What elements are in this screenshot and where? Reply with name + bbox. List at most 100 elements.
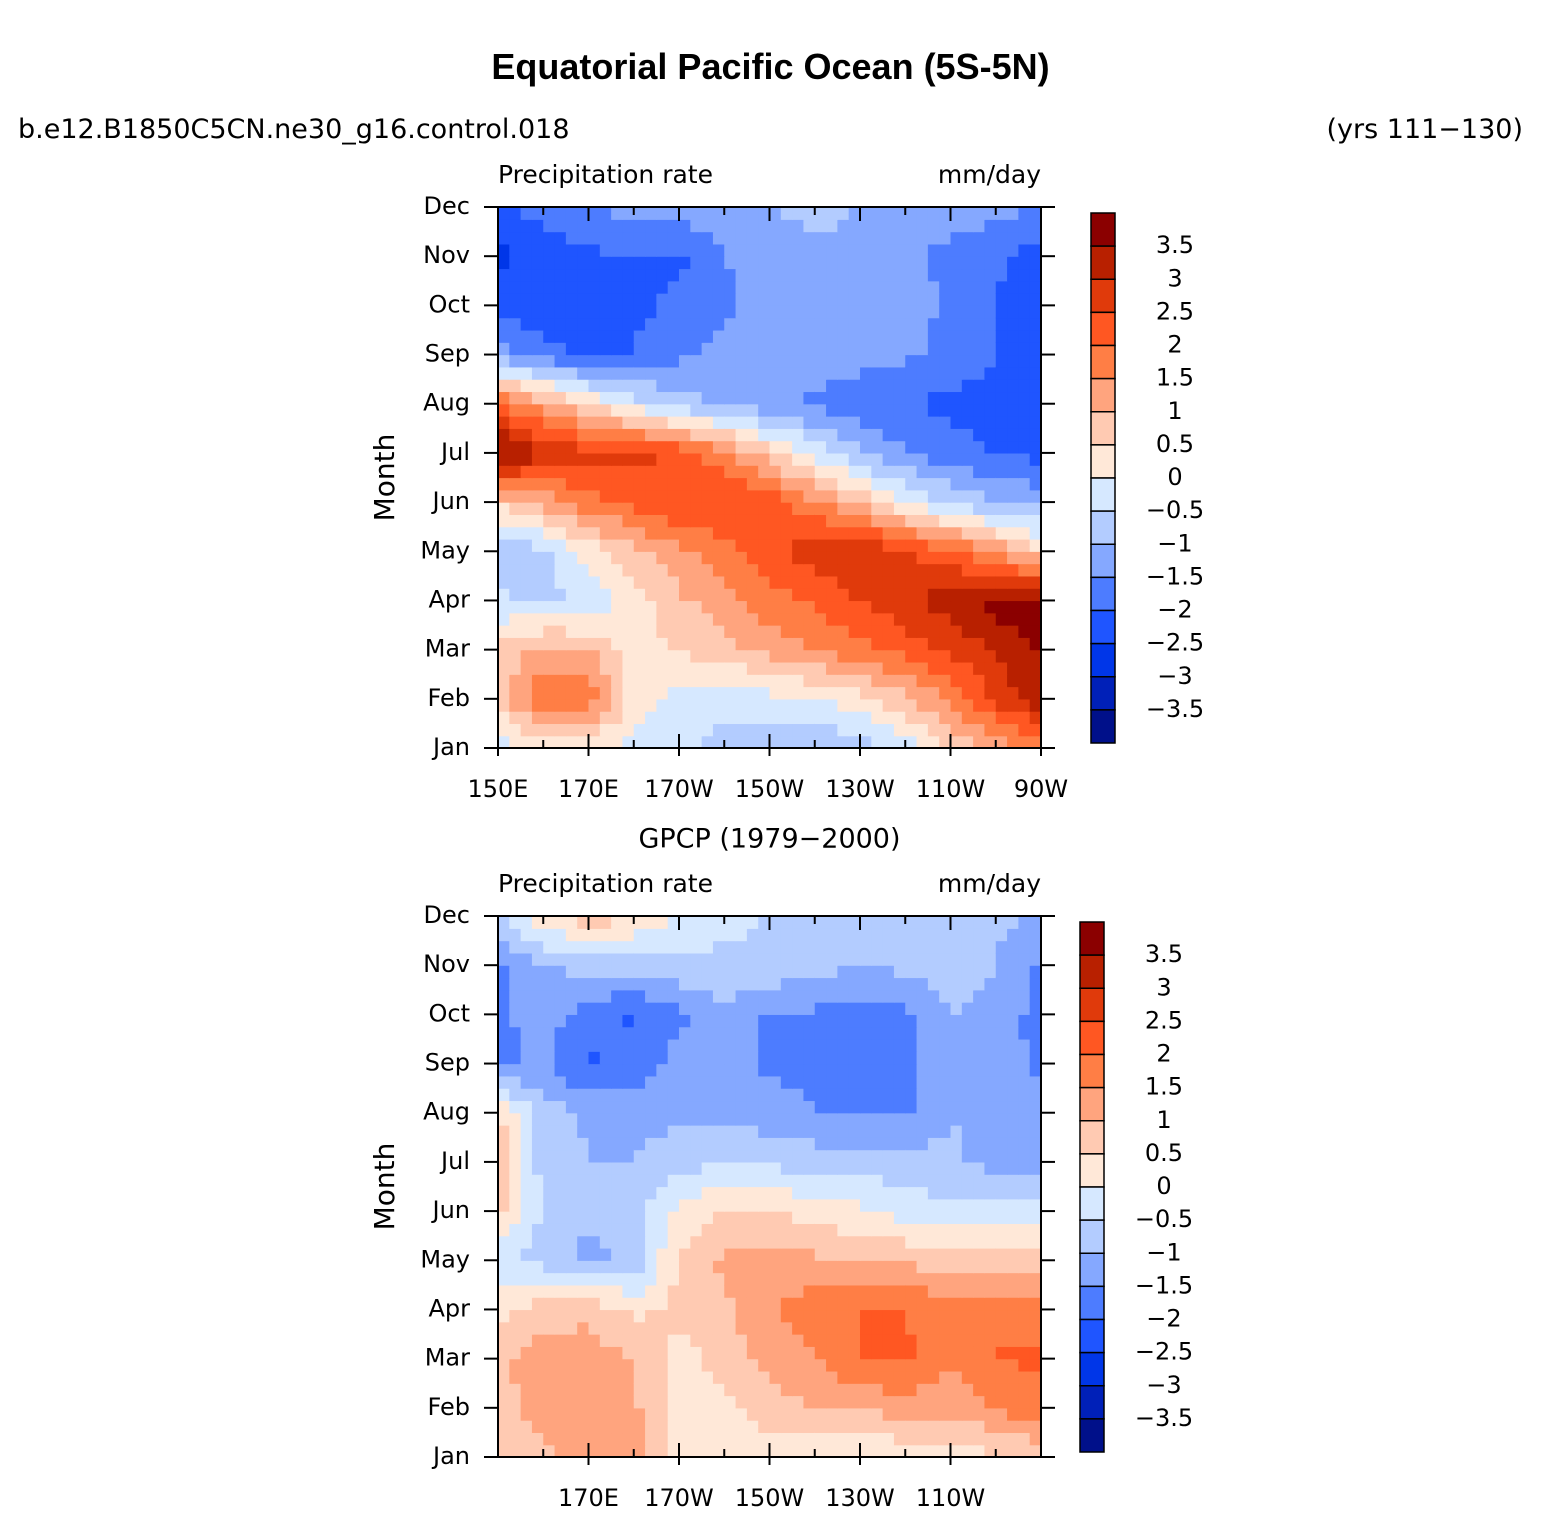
data-cell <box>735 674 748 688</box>
data-cell <box>588 219 601 233</box>
data-cell <box>769 1002 782 1015</box>
data-cell <box>905 1112 918 1126</box>
colorbar-label: −2.5 <box>1146 629 1204 657</box>
y-tick-label: Dec <box>424 192 470 220</box>
data-cell <box>656 1125 669 1138</box>
data-cell <box>701 428 714 442</box>
data-cell <box>1029 256 1041 270</box>
data-cell <box>961 563 974 577</box>
data-cell <box>509 465 522 479</box>
data-cell <box>769 428 782 442</box>
data-cell <box>712 342 725 356</box>
data-cell <box>826 305 838 319</box>
data-cell <box>1018 219 1031 233</box>
data-cell <box>588 305 601 319</box>
data-cell <box>837 280 850 294</box>
data-cell <box>882 1346 895 1360</box>
data-cell <box>645 1420 657 1434</box>
data-cell <box>848 305 861 319</box>
data-cell <box>860 268 872 282</box>
data-cell <box>554 538 567 552</box>
data-cell <box>950 391 963 405</box>
data-cell <box>588 502 601 515</box>
data-cell <box>973 637 986 651</box>
data-cell <box>973 1038 986 1052</box>
data-cell <box>803 428 816 442</box>
data-cell <box>633 219 646 233</box>
data-cell <box>724 305 737 319</box>
data-cell <box>837 293 850 306</box>
data-cell <box>611 563 624 577</box>
data-cell <box>1018 674 1031 688</box>
data-cell <box>950 661 963 675</box>
data-cell <box>758 440 771 454</box>
data-cell <box>701 723 714 737</box>
data-cell <box>961 526 974 540</box>
data-cell <box>622 391 635 405</box>
data-cell <box>893 1026 906 1040</box>
data-cell <box>1018 1161 1031 1175</box>
data-cell <box>961 1051 974 1065</box>
data-cell <box>554 342 567 356</box>
data-cell <box>780 1395 793 1409</box>
data-cell <box>543 1125 556 1138</box>
data-cell <box>577 1002 590 1015</box>
data-cell <box>599 1260 612 1274</box>
data-cell <box>679 207 691 220</box>
data-cell <box>498 1174 510 1188</box>
data-cell <box>746 1321 759 1335</box>
data-cell <box>1007 329 1019 343</box>
data-cell <box>1007 1088 1019 1102</box>
data-cell <box>769 1370 782 1384</box>
data-cell <box>520 1297 533 1311</box>
data-cell <box>746 649 759 663</box>
data-cell <box>916 1223 929 1237</box>
data-cell <box>656 612 669 626</box>
data-cell <box>916 575 929 589</box>
data-cell <box>611 661 624 675</box>
data-cell <box>973 1284 986 1298</box>
panel-title: GPCP (1979−2000) <box>638 824 900 855</box>
data-cell <box>599 207 612 220</box>
data-cell <box>792 952 805 966</box>
data-cell <box>724 1051 737 1065</box>
data-cell <box>916 1051 929 1065</box>
data-cell <box>746 1002 759 1015</box>
data-cell <box>565 1444 578 1457</box>
data-cell <box>679 625 691 638</box>
data-cell <box>961 231 974 245</box>
data-cell <box>577 293 590 306</box>
data-cell <box>860 1161 872 1175</box>
data-cell <box>1018 1174 1031 1188</box>
data-cell <box>803 1395 816 1409</box>
data-cell <box>984 1235 997 1249</box>
years-range: (yrs 111−130) <box>1326 114 1524 145</box>
data-cell <box>543 1395 556 1409</box>
data-cell <box>984 379 997 393</box>
data-cell <box>905 391 918 405</box>
data-cell <box>1018 268 1031 282</box>
data-cell <box>724 1309 737 1323</box>
data-cell <box>860 686 872 700</box>
data-cell <box>588 1211 601 1224</box>
data-cell <box>769 916 782 929</box>
colorbar-box <box>1079 1153 1105 1188</box>
data-cell <box>701 1235 714 1249</box>
data-cell <box>599 391 612 405</box>
data-cell <box>848 661 861 675</box>
data-cell <box>724 1284 737 1298</box>
data-cell <box>690 1223 703 1237</box>
data-cell <box>498 1309 510 1323</box>
data-cell <box>588 625 601 638</box>
y-tick-label: Jan <box>431 733 470 761</box>
data-cell <box>995 1125 1008 1138</box>
data-cell <box>961 1420 974 1434</box>
data-cell <box>814 661 827 675</box>
data-cell <box>860 1284 872 1298</box>
data-cell <box>611 698 624 712</box>
data-cell <box>712 1014 725 1028</box>
data-cell <box>633 379 646 393</box>
data-cell <box>622 538 635 552</box>
data-cell <box>837 403 850 417</box>
data-cell <box>509 916 522 929</box>
